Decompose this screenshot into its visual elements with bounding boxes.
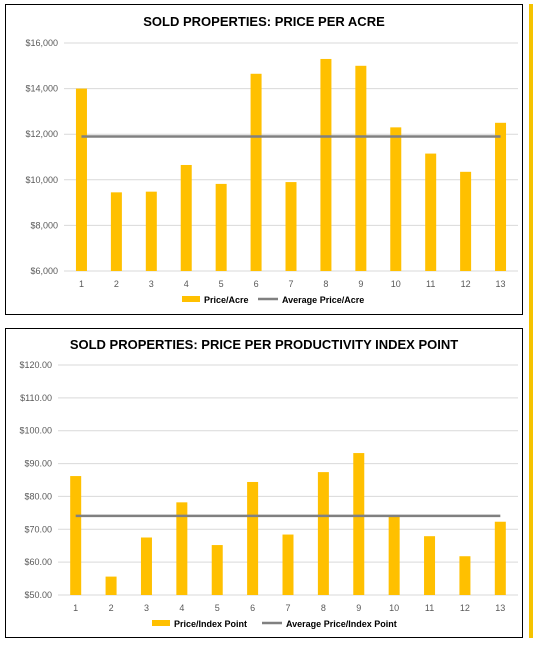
bar: [211, 545, 223, 595]
accent-bar: [529, 4, 533, 638]
bar: [494, 521, 506, 595]
x-tick-label: 6: [250, 603, 255, 613]
bar: [70, 476, 82, 595]
x-tick-label: 1: [73, 603, 78, 613]
y-tick-label: $100.00: [19, 426, 52, 436]
x-tick-label: 5: [219, 279, 224, 289]
bar: [75, 88, 87, 271]
y-tick-label: $90.00: [24, 459, 52, 469]
chart-panel-price-per-index-point: SOLD PROPERTIES: PRICE PER PRODUCTIVITY …: [5, 328, 523, 638]
x-tick-label: 8: [321, 603, 326, 613]
bar: [317, 472, 329, 595]
x-tick-label: 11: [425, 603, 434, 613]
x-tick-label: 12: [460, 603, 470, 613]
bar: [145, 191, 157, 271]
y-tick-label: $6,000: [30, 266, 58, 276]
legend-label: Average Price/Index Point: [286, 619, 397, 629]
x-tick-label: 12: [461, 279, 471, 289]
chart-title: SOLD PROPERTIES: PRICE PER PRODUCTIVITY …: [70, 337, 458, 352]
y-tick-label: $16,000: [25, 38, 58, 48]
bar: [110, 192, 122, 271]
bar: [247, 481, 259, 595]
legend-label: Price/Acre: [204, 295, 249, 305]
bar: [355, 65, 367, 271]
bar: [320, 58, 332, 272]
bar: [424, 536, 436, 595]
x-tick-label: 6: [254, 279, 259, 289]
x-tick-label: 4: [179, 603, 184, 613]
y-tick-label: $8,000: [30, 220, 58, 230]
x-tick-label: 5: [215, 603, 220, 613]
x-tick-label: 13: [496, 279, 506, 289]
y-tick-label: $14,000: [25, 84, 58, 94]
x-tick-label: 4: [184, 279, 189, 289]
bar: [282, 534, 294, 595]
legend-swatch-bar: [152, 620, 170, 626]
bar: [460, 171, 472, 271]
y-tick-label: $110.00: [20, 393, 52, 403]
legend-label: Price/Index Point: [174, 619, 247, 629]
bar: [140, 537, 152, 595]
y-tick-label: $10,000: [25, 175, 58, 185]
bar: [215, 183, 227, 271]
x-tick-label: 3: [144, 603, 149, 613]
x-tick-label: 2: [109, 603, 114, 613]
x-tick-label: 10: [391, 279, 401, 289]
y-tick-label: $70.00: [24, 524, 52, 534]
bar: [425, 153, 437, 271]
legend-label: Average Price/Acre: [282, 295, 364, 305]
y-tick-label: $50.00: [24, 590, 52, 600]
chart-price-per-acre: SOLD PROPERTIES: PRICE PER ACRE $6,000 $8,…: [25, 14, 518, 305]
chart-panel-price-per-acre: SOLD PROPERTIES: PRICE PER ACRE $6,000 $8,…: [5, 4, 523, 315]
bar: [353, 453, 365, 595]
x-tick-label: 7: [285, 603, 290, 613]
y-tick-label: $60.00: [24, 557, 52, 567]
x-tick-label: 9: [356, 603, 361, 613]
x-tick-label: 10: [389, 603, 399, 613]
x-tick-label: 3: [149, 279, 154, 289]
bar: [495, 122, 507, 271]
bar: [105, 576, 117, 595]
x-tick-label: 7: [288, 279, 293, 289]
x-tick-label: 8: [323, 279, 328, 289]
bar: [180, 164, 192, 271]
x-tick-label: 11: [426, 279, 435, 289]
x-tick-label: 9: [358, 279, 363, 289]
legend-swatch-bar: [182, 296, 200, 302]
y-tick-label: $12,000: [25, 129, 58, 139]
chart-title: SOLD PROPERTIES: PRICE PER ACRE: [143, 14, 385, 29]
bar: [390, 127, 402, 271]
bar: [176, 502, 188, 595]
bar: [388, 516, 400, 595]
bar: [285, 182, 297, 271]
y-tick-label: $120.00: [19, 360, 52, 370]
chart-price-per-index-point: SOLD PROPERTIES: PRICE PER PRODUCTIVITY …: [19, 337, 518, 629]
x-tick-label: 13: [495, 603, 505, 613]
bar: [250, 73, 262, 271]
y-tick-label: $80.00: [24, 491, 52, 501]
bar: [459, 556, 471, 595]
x-tick-label: 1: [79, 279, 84, 289]
x-tick-label: 2: [114, 279, 119, 289]
